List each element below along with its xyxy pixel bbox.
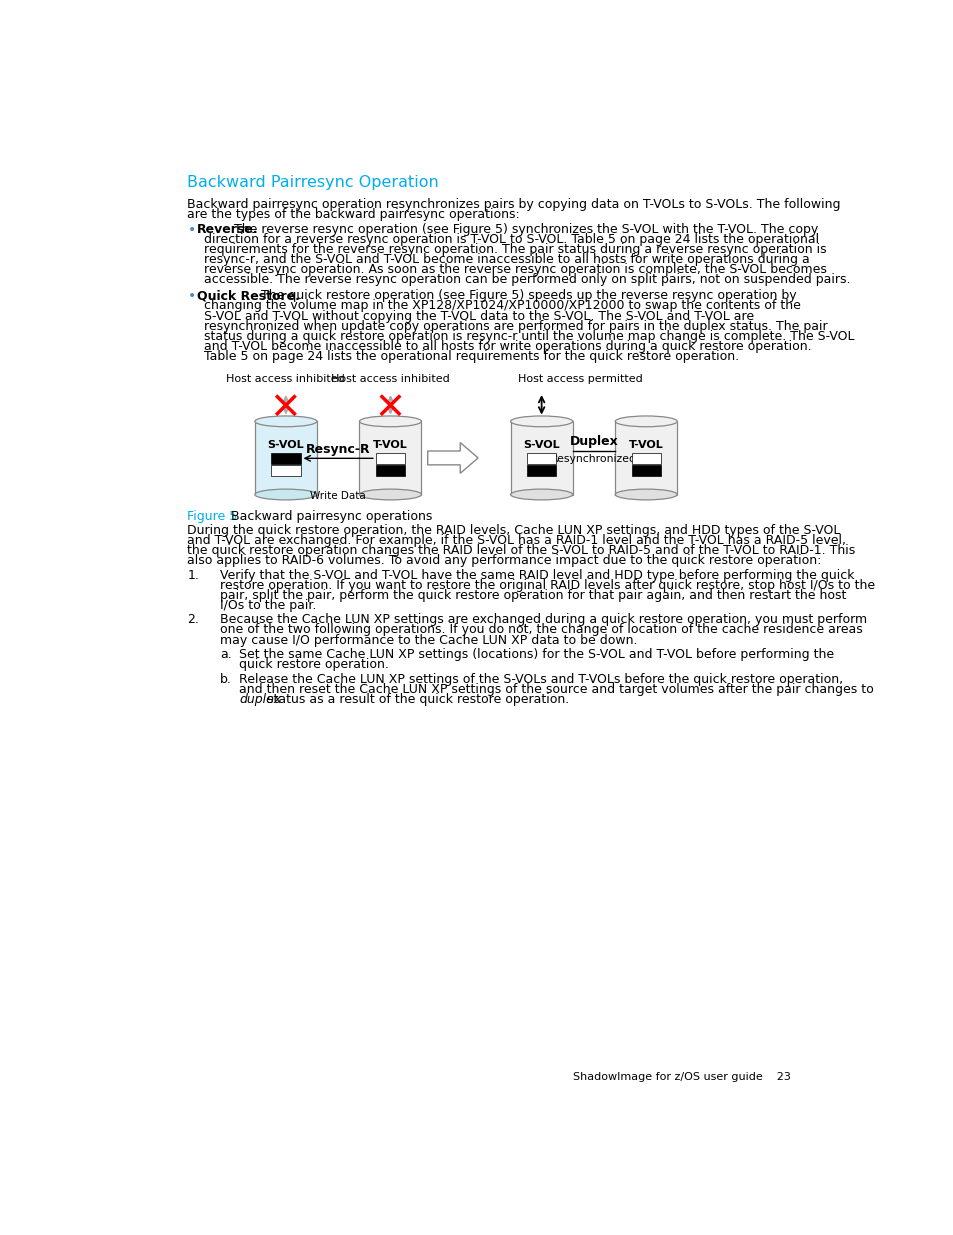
Text: I/Os to the pair.: I/Os to the pair. [220, 599, 316, 611]
Text: S-VOL and T-VOL without copying the T-VOL data to the S-VOL. The S-VOL and T-VOL: S-VOL and T-VOL without copying the T-VO… [204, 310, 754, 322]
Ellipse shape [359, 416, 421, 427]
Ellipse shape [254, 416, 316, 427]
Text: are the types of the backward pairresync operations:: are the types of the backward pairresync… [187, 209, 519, 221]
Text: 1.: 1. [187, 568, 199, 582]
Text: reverse resync operation. As soon as the reverse resync operation is complete, t: reverse resync operation. As soon as the… [204, 263, 826, 277]
Text: Backward pairresync operation resynchronizes pairs by copying data on T-VOLs to : Backward pairresync operation resynchron… [187, 199, 840, 211]
Text: the quick restore operation changes the RAID level of the S-VOL to RAID-5 and of: the quick restore operation changes the … [187, 543, 855, 557]
Text: Verify that the S-VOL and T-VOL have the same RAID level and HDD type before per: Verify that the S-VOL and T-VOL have the… [220, 568, 854, 582]
Text: resync-r, and the S-VOL and T-VOL become inaccessible to all hosts for write ope: resync-r, and the S-VOL and T-VOL become… [204, 253, 809, 266]
Text: Write Data: Write Data [310, 492, 366, 501]
Text: requirements for the reverse resync operation. The pair status during a reverse : requirements for the reverse resync oper… [204, 243, 826, 256]
Text: restore operation. If you want to restore the original RAID levels after quick r: restore operation. If you want to restor… [220, 579, 874, 592]
Text: The reverse resync operation (see Figure 5) synchronizes the S-VOL with the T-VO: The reverse resync operation (see Figure… [233, 224, 818, 236]
Ellipse shape [615, 489, 677, 500]
Text: Backward pairresync operations: Backward pairresync operations [223, 510, 432, 522]
Text: quick restore operation.: quick restore operation. [239, 658, 389, 672]
Text: Set the same Cache LUN XP settings (locations) for the S-VOL and T-VOL before pe: Set the same Cache LUN XP settings (loca… [239, 648, 834, 661]
Text: Because the Cache LUN XP settings are exchanged during a quick restore operation: Because the Cache LUN XP settings are ex… [220, 614, 866, 626]
Text: and then reset the Cache LUN XP settings of the source and target volumes after : and then reset the Cache LUN XP settings… [239, 683, 873, 697]
Bar [631, 453, 660, 463]
Text: S-VOL: S-VOL [523, 440, 559, 450]
Text: Host access inhibited: Host access inhibited [226, 374, 345, 384]
Text: status during a quick restore operation is resync-r until the volume map change : status during a quick restore operation … [204, 330, 854, 342]
Ellipse shape [615, 416, 677, 427]
Text: and T-VOL become inaccessible to all hosts for write operations during a quick r: and T-VOL become inaccessible to all hos… [204, 340, 811, 353]
Bar [526, 466, 556, 475]
Bar [359, 421, 421, 494]
Text: ShadowImage for z/OS user guide    23: ShadowImage for z/OS user guide 23 [572, 1072, 790, 1082]
Bar [271, 453, 300, 463]
Text: Figure 5: Figure 5 [187, 510, 237, 522]
Text: Reverse.: Reverse. [196, 224, 258, 236]
Ellipse shape [254, 489, 316, 500]
Text: S-VOL: S-VOL [267, 440, 304, 450]
Bar [254, 421, 316, 494]
Text: and T-VOL are exchanged. For example, if the S-VOL has a RAID-1 level and the T-: and T-VOL are exchanged. For example, if… [187, 534, 845, 547]
Bar [510, 421, 572, 494]
Text: a.: a. [220, 648, 232, 661]
Text: may cause I/O performance to the Cache LUN XP data to be down.: may cause I/O performance to the Cache L… [220, 634, 637, 647]
Text: Host access permitted: Host access permitted [517, 374, 642, 384]
Bar [375, 453, 405, 463]
Text: status as a result of the quick restore operation.: status as a result of the quick restore … [263, 693, 569, 706]
Bar [615, 421, 677, 494]
Text: Resynchronized: Resynchronized [551, 453, 637, 463]
Text: Host access inhibited: Host access inhibited [331, 374, 450, 384]
Text: The quick restore operation (see Figure 5) speeds up the reverse resync operatio: The quick restore operation (see Figure … [261, 289, 796, 303]
Text: b.: b. [220, 673, 232, 685]
Text: •: • [187, 224, 195, 237]
Text: duplex: duplex [239, 693, 281, 706]
Text: Resync-R: Resync-R [306, 442, 370, 456]
Polygon shape [427, 442, 477, 473]
Ellipse shape [510, 489, 572, 500]
Bar [631, 466, 660, 475]
Text: Quick Restore.: Quick Restore. [196, 289, 299, 303]
Text: Backward Pairresync Operation: Backward Pairresync Operation [187, 175, 438, 190]
Text: accessible. The reverse resync operation can be performed only on split pairs, n: accessible. The reverse resync operation… [204, 273, 850, 287]
Text: Duplex: Duplex [569, 435, 618, 447]
Bar [375, 466, 405, 475]
Bar [526, 453, 556, 463]
Ellipse shape [510, 416, 572, 427]
Text: Release the Cache LUN XP settings of the S-VOLs and T-VOLs before the quick rest: Release the Cache LUN XP settings of the… [239, 673, 842, 685]
Bar [271, 466, 300, 475]
Text: Table 5 on page 24 lists the operational requirements for the quick restore oper: Table 5 on page 24 lists the operational… [204, 350, 739, 363]
Text: •: • [187, 289, 195, 304]
Text: resynchronized when update copy operations are performed for pairs in the duplex: resynchronized when update copy operatio… [204, 320, 827, 332]
Ellipse shape [359, 489, 421, 500]
Text: T-VOL: T-VOL [373, 440, 408, 450]
Text: During the quick restore operation, the RAID levels, Cache LUN XP settings, and : During the quick restore operation, the … [187, 524, 840, 537]
Text: changing the volume map in the XP128/XP1024/XP10000/XP12000 to swap the contents: changing the volume map in the XP128/XP1… [204, 299, 801, 312]
Text: 2.: 2. [187, 614, 199, 626]
Text: one of the two following operations. If you do not, the change of location of th: one of the two following operations. If … [220, 624, 862, 636]
Text: also applies to RAID-6 volumes. To avoid any performance impact due to the quick: also applies to RAID-6 volumes. To avoid… [187, 555, 821, 567]
Text: direction for a reverse resync operation is T-VOL to S-VOL. Table 5 on page 24 l: direction for a reverse resync operation… [204, 233, 819, 246]
Text: T-VOL: T-VOL [628, 440, 663, 450]
Text: pair, split the pair, perform the quick restore operation for that pair again, a: pair, split the pair, perform the quick … [220, 589, 845, 601]
